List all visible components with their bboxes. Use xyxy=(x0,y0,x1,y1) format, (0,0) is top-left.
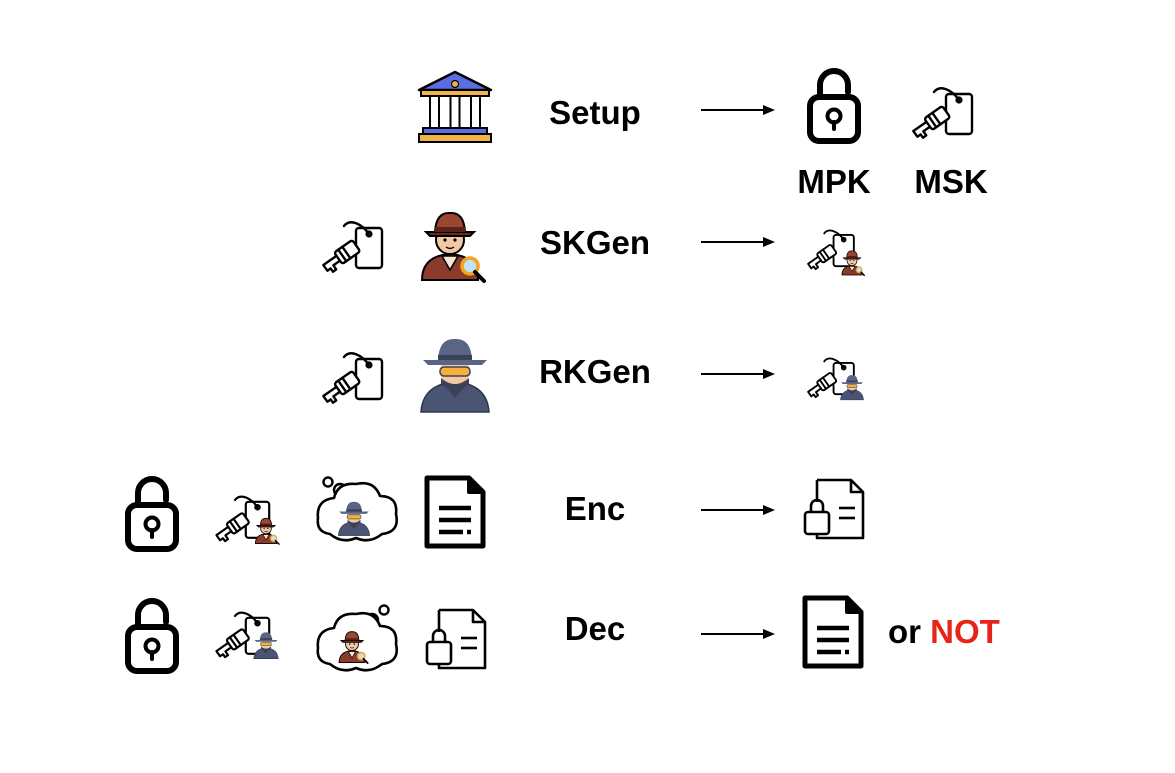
lock-icon xyxy=(810,71,858,141)
row-setup xyxy=(417,70,974,143)
algorithm-label-skgen: SKGen xyxy=(539,224,651,261)
key-tag-icon xyxy=(909,87,974,142)
document-icon xyxy=(805,598,861,666)
spy-icon xyxy=(420,338,490,413)
document-icon xyxy=(427,478,483,546)
locked-document-icon xyxy=(803,478,865,540)
key-tag-spy-icon xyxy=(213,611,279,661)
algorithm-label-enc: Enc xyxy=(564,490,626,527)
key-tag-icon xyxy=(319,221,384,276)
thought-cloud-spy-icon xyxy=(316,476,399,542)
output-label-mpk: MPK xyxy=(797,163,871,200)
arrow-icon xyxy=(700,504,776,516)
lock-icon xyxy=(128,601,176,671)
arrow-icon xyxy=(700,104,776,116)
algorithm-label-rkgen: RKGen xyxy=(539,353,651,390)
not-text: NOT xyxy=(930,613,1000,650)
decryption-outcome: or NOT xyxy=(888,613,1000,651)
key-tag-detective-icon xyxy=(213,495,280,545)
detective-icon xyxy=(420,210,486,283)
key-tag-icon xyxy=(319,352,384,407)
bank-icon xyxy=(417,70,493,143)
arrow-icon xyxy=(700,628,776,640)
or-text: or xyxy=(888,613,921,650)
algorithm-label-setup: Setup xyxy=(549,94,641,131)
arrow-icon xyxy=(700,368,776,380)
output-label-msk: MSK xyxy=(914,163,988,200)
locked-document-icon xyxy=(425,608,487,670)
thought-cloud-detective-icon xyxy=(316,604,399,672)
algorithm-label-dec: Dec xyxy=(564,610,626,647)
key-tag-spy-icon xyxy=(805,357,864,401)
lock-icon xyxy=(128,479,176,549)
row-enc xyxy=(128,476,865,550)
row-dec xyxy=(128,598,861,671)
key-tag-detective-icon xyxy=(805,229,865,277)
arrow-icon xyxy=(700,236,776,248)
